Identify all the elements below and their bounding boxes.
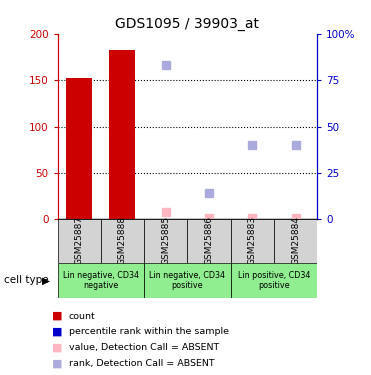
Bar [101, 219, 144, 262]
Bar [231, 262, 317, 298]
Title: GDS1095 / 39903_at: GDS1095 / 39903_at [115, 17, 259, 32]
Text: Lin negative, CD34
positive: Lin negative, CD34 positive [150, 271, 225, 290]
Text: value, Detection Call = ABSENT: value, Detection Call = ABSENT [69, 343, 219, 352]
Text: ■: ■ [52, 311, 63, 321]
Bar [144, 219, 187, 262]
Bar [231, 219, 274, 262]
Text: GSM25886: GSM25886 [204, 216, 213, 265]
Text: Lin positive, CD34
positive: Lin positive, CD34 positive [238, 271, 310, 290]
Text: GSM25888: GSM25888 [118, 216, 127, 265]
Text: GSM25887: GSM25887 [75, 216, 83, 265]
Text: percentile rank within the sample: percentile rank within the sample [69, 327, 229, 336]
Text: ■: ■ [52, 343, 63, 352]
Text: Lin negative, CD34
negative: Lin negative, CD34 negative [63, 271, 139, 290]
Text: ■: ■ [52, 358, 63, 368]
Bar [66, 78, 92, 219]
Bar [109, 51, 135, 219]
Text: count: count [69, 312, 95, 321]
Text: GSM25884: GSM25884 [291, 216, 300, 265]
Bar [58, 262, 144, 298]
Text: GSM25885: GSM25885 [161, 216, 170, 265]
Text: GSM25883: GSM25883 [248, 216, 257, 265]
Text: ■: ■ [52, 327, 63, 337]
Bar [58, 219, 101, 262]
Text: rank, Detection Call = ABSENT: rank, Detection Call = ABSENT [69, 359, 214, 368]
Text: cell type: cell type [4, 275, 48, 285]
Bar [144, 262, 231, 298]
Bar [274, 219, 317, 262]
Text: ▶: ▶ [42, 275, 50, 285]
Bar [187, 219, 231, 262]
